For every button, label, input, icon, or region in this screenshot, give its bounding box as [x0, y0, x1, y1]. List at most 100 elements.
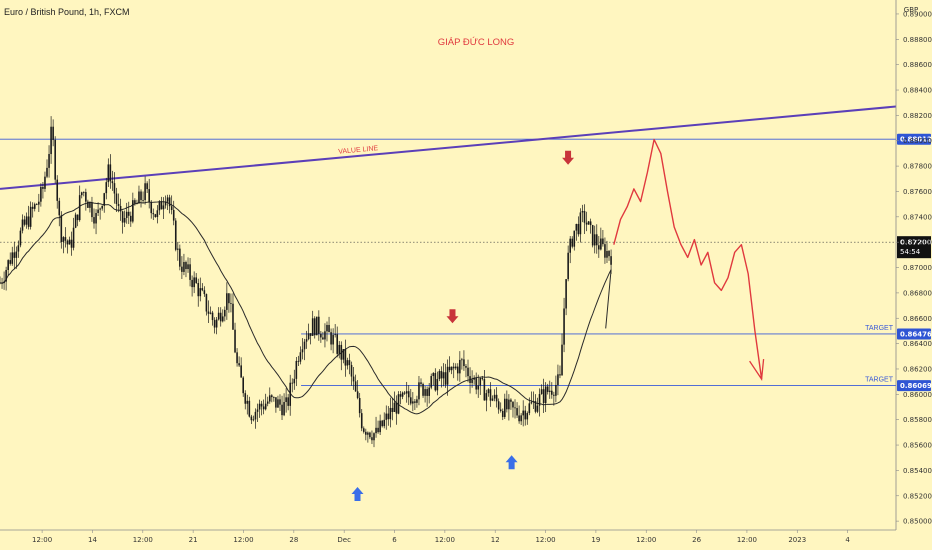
countdown-timer: 54:54 [900, 248, 921, 256]
candle-body [412, 401, 414, 404]
candle-body [31, 206, 34, 209]
candle-body [367, 432, 369, 435]
candle-body [291, 382, 294, 384]
candle-body [595, 234, 598, 246]
candle-body [129, 215, 132, 222]
price-tick-label: 0.88800 [903, 36, 932, 44]
candle-body [25, 216, 28, 225]
candle-body [493, 394, 496, 399]
candle-body [365, 431, 367, 435]
candle-body [287, 397, 289, 406]
price-tick-label: 0.85600 [903, 442, 932, 450]
candle-body [481, 377, 484, 380]
projection-path[interactable] [613, 138, 765, 381]
candle-body [228, 293, 230, 304]
candle-body [0, 282, 1, 284]
candle-body [260, 403, 263, 407]
price-tick-label: 0.88600 [903, 61, 932, 69]
candle-body [256, 409, 259, 412]
candle-body [217, 312, 220, 320]
arrow-down-icon[interactable] [446, 309, 459, 324]
candle-body [213, 320, 216, 328]
candle-body [185, 262, 187, 270]
price-level-badge[interactable] [897, 328, 931, 340]
candle-body [575, 223, 578, 231]
candle-body [138, 191, 140, 204]
candle-body [326, 324, 328, 332]
candle-body [187, 264, 189, 270]
time-tick-label: 6 [392, 536, 397, 544]
candle-body [434, 373, 437, 391]
time-axis[interactable]: 12:00 14 12:00 21 12:00 28 Dec 6 12:00 12 12:00 19 1… [32, 530, 850, 544]
candle-body [483, 379, 486, 401]
candle-body [593, 234, 596, 246]
candle-body [162, 205, 165, 210]
candle-body [420, 382, 422, 384]
candle-body [195, 277, 197, 284]
candle-body [328, 324, 330, 333]
projection-line[interactable] [613, 138, 763, 380]
candle-body [532, 401, 535, 403]
candle-body [35, 204, 38, 205]
candle-body [344, 349, 347, 366]
candle-body [242, 377, 245, 394]
candle-body [207, 311, 210, 314]
candle-body [360, 413, 363, 429]
candle-body [254, 411, 257, 420]
candle-body [219, 312, 222, 322]
moving-average-line [0, 201, 612, 415]
candle-body [166, 197, 169, 202]
candle-body [140, 191, 142, 200]
candle-body [172, 209, 175, 221]
current-price-badge[interactable] [897, 236, 931, 259]
candle-body [473, 378, 475, 380]
candle-body [119, 205, 122, 212]
arrow-down-icon[interactable] [562, 150, 575, 165]
candle-body [375, 427, 377, 434]
arrow-up-icon[interactable] [351, 486, 364, 501]
candle-body [244, 393, 247, 404]
price-axis[interactable]: 0.89000 0.88800 0.88600 0.88400 0.88200 0.880… [896, 10, 932, 526]
price-tick-label: 0.87400 [903, 213, 932, 221]
candle-body [203, 290, 206, 295]
candle-body [416, 399, 418, 403]
candle-body [608, 250, 610, 257]
candle-body [19, 230, 22, 246]
price-level-value: 0.86069 [900, 382, 932, 390]
value-line[interactable]: VALUE LINE [0, 105, 897, 190]
candle-body [177, 248, 179, 250]
candle-body [89, 202, 91, 208]
candle-body [467, 367, 469, 377]
arrow-up-icon[interactable] [505, 455, 518, 470]
candle-body [97, 209, 99, 213]
annotation-arrows[interactable] [351, 150, 575, 501]
candle-body [405, 391, 408, 394]
horizontal-levels[interactable]: 0.88012 0.86476 TARGET 0.86069 TARGET 0.87200… [0, 133, 932, 392]
candle-body [542, 389, 545, 404]
candle-body [221, 316, 224, 322]
candle-body [74, 214, 77, 228]
candle-body [399, 394, 402, 397]
candle-body [536, 405, 539, 412]
price-level-badge[interactable] [897, 133, 931, 145]
candle-body [330, 332, 332, 345]
candle-body [459, 359, 461, 374]
candle-body [340, 344, 343, 360]
candle-body [450, 366, 453, 371]
candle-body [250, 416, 253, 421]
candle-body [13, 252, 16, 258]
candle-body [15, 251, 18, 258]
candle-body [426, 389, 428, 396]
time-tick-label: 12:00 [737, 536, 757, 544]
price-level-badge[interactable] [897, 380, 931, 392]
price-tick-label: 0.86600 [903, 315, 932, 323]
candle-body [91, 202, 93, 218]
candle-body [1, 282, 3, 284]
candle-body [132, 200, 134, 222]
candle-body [526, 413, 529, 420]
value-line-stroke[interactable] [0, 105, 897, 190]
candle-body [136, 203, 138, 205]
candle-body [354, 381, 357, 392]
candle-body [29, 206, 32, 227]
